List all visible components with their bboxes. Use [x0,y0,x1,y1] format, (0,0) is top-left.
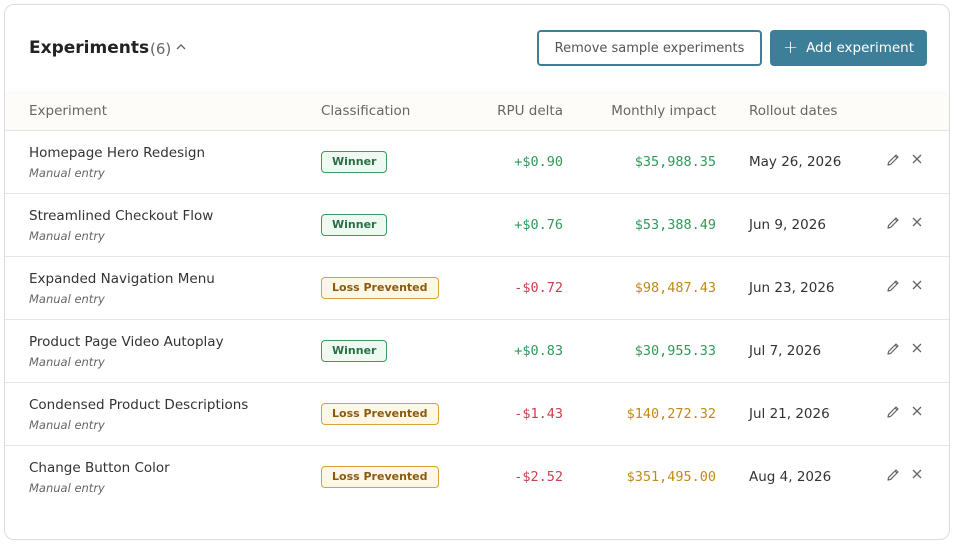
experiment-name: Streamlined Checkout Flow [29,208,214,224]
monthly-impact: $30,955.33 [634,343,716,359]
column-header-experiment: Experiment [29,103,108,119]
rollout-date: Jun 9, 2026 [749,217,826,233]
experiment-source: Manual entry [29,481,105,495]
page-title: Experiments [29,38,150,58]
monthly-impact: $351,495.00 [626,469,716,485]
close-icon[interactable] [909,151,925,169]
experiment-name: Change Button Color [29,460,170,476]
classification-badge: Loss Prevented [321,277,439,299]
chevron-up-icon[interactable] [175,40,187,58]
rpu-delta: +$0.90 [514,154,563,170]
monthly-impact: $35,988.35 [634,154,716,170]
table-row: Streamlined Checkout Flow Manual entry W… [5,194,949,257]
column-header-classification: Classification [321,103,411,119]
experiment-source: Manual entry [29,166,105,180]
monthly-impact: $98,487.43 [634,280,716,296]
monthly-impact: $53,388.49 [634,217,716,233]
rpu-delta: -$2.52 [514,469,563,485]
column-header-rpu-delta: RPU delta [497,103,563,119]
pencil-icon[interactable] [885,278,901,294]
pencil-icon[interactable] [885,467,901,483]
table-row: Condensed Product Descriptions Manual en… [5,383,949,446]
close-icon[interactable] [909,403,925,421]
column-header-rollout-dates: Rollout dates [749,103,838,119]
experiment-source: Manual entry [29,229,105,243]
experiment-source: Manual entry [29,418,105,432]
card-header: Experiments (6) Remove sample experiment… [5,5,949,91]
table-header: Experiment Classification RPU delta Mont… [5,91,949,131]
table-row: Product Page Video Autoplay Manual entry… [5,320,949,383]
close-icon[interactable] [909,340,925,358]
experiment-name: Homepage Hero Redesign [29,145,206,161]
table-row: Expanded Navigation Menu Manual entry Lo… [5,257,949,320]
experiment-source: Manual entry [29,355,105,369]
rollout-date: Aug 4, 2026 [749,469,832,485]
classification-badge: Winner [321,340,388,362]
rpu-delta: +$0.83 [514,343,563,359]
rpu-delta: +$0.76 [514,217,563,233]
add-experiment-label: Add experiment [806,40,915,56]
experiment-count: (6) [150,40,172,58]
rollout-date: Jun 23, 2026 [749,280,835,296]
classification-badge: Winner [321,214,388,236]
monthly-impact: $140,272.32 [626,406,716,422]
add-experiment-button[interactable]: + Add experiment [770,30,927,66]
rollout-date: Jul 21, 2026 [749,406,830,422]
experiment-source: Manual entry [29,292,105,306]
table-row: Homepage Hero Redesign Manual entry Winn… [5,131,949,194]
close-icon[interactable] [909,466,925,484]
classification-badge: Loss Prevented [321,403,439,425]
classification-badge: Loss Prevented [321,466,439,488]
close-icon[interactable] [909,277,925,295]
experiment-name: Expanded Navigation Menu [29,271,215,287]
pencil-icon[interactable] [885,341,901,357]
pencil-icon[interactable] [885,152,901,168]
column-header-monthly-impact: Monthly impact [611,103,716,119]
table-row: Change Button Color Manual entry Loss Pr… [5,446,949,509]
remove-sample-experiments-button[interactable]: Remove sample experiments [537,30,762,66]
rpu-delta: -$0.72 [514,280,563,296]
experiment-name: Product Page Video Autoplay [29,334,224,350]
experiment-name: Condensed Product Descriptions [29,397,249,413]
experiments-card: Experiments (6) Remove sample experiment… [4,4,950,540]
classification-badge: Winner [321,151,388,173]
rpu-delta: -$1.43 [514,406,563,422]
pencil-icon[interactable] [885,404,901,420]
rollout-date: May 26, 2026 [749,154,842,170]
close-icon[interactable] [909,214,925,232]
plus-icon: + [782,37,799,58]
rollout-date: Jul 7, 2026 [749,343,822,359]
pencil-icon[interactable] [885,215,901,231]
